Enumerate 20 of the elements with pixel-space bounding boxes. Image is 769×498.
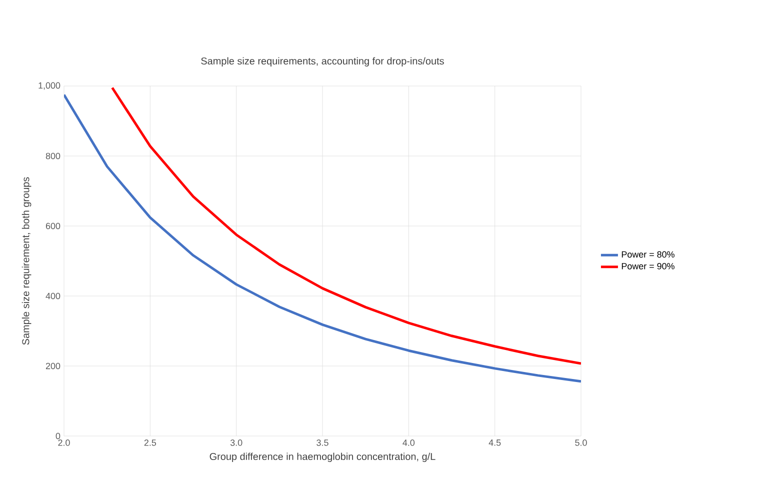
x-tick-label: 4.0 xyxy=(402,440,415,446)
y-tick-label: 800 xyxy=(46,152,60,160)
x-axis-title: Group difference in haemoglobin concentration, g/L xyxy=(210,452,436,462)
y-tick-label: 1,000 xyxy=(38,82,60,90)
y-tick-label: 0 xyxy=(56,432,60,440)
legend-label: Power = 90% xyxy=(622,262,674,270)
x-tick-label: 4.5 xyxy=(488,440,501,446)
y-tick-label: 200 xyxy=(46,362,60,370)
x-tick-label: 3.5 xyxy=(316,440,328,446)
x-tick-label: 5.0 xyxy=(575,440,587,446)
x-tick-label: 2.5 xyxy=(144,440,156,446)
legend-label: Power = 80% xyxy=(622,251,674,258)
line-series xyxy=(111,86,582,365)
y-tick-label: 600 xyxy=(46,222,60,230)
chart-title: Sample size requirements, accounting for drop-ins/outs xyxy=(201,57,444,66)
y-tick-label: 400 xyxy=(46,292,60,300)
x-tick-label: 2.0 xyxy=(58,440,70,446)
y-axis-title: Sample size requirement, both groups xyxy=(22,177,32,345)
line-series xyxy=(64,93,582,383)
x-tick-label: 3.0 xyxy=(230,440,242,446)
